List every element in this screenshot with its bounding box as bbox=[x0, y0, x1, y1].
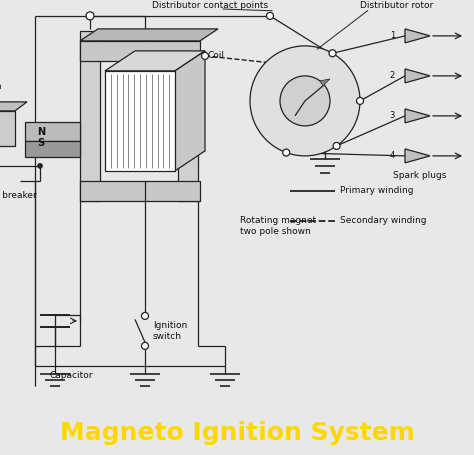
Circle shape bbox=[280, 76, 330, 126]
Circle shape bbox=[142, 342, 148, 349]
Bar bbox=[105, 71, 175, 171]
Text: Contact breaker: Contact breaker bbox=[0, 192, 36, 200]
Bar bbox=[80, 41, 200, 61]
Text: 2: 2 bbox=[390, 71, 395, 81]
Text: Secondary winding: Secondary winding bbox=[340, 217, 427, 225]
Polygon shape bbox=[405, 29, 430, 43]
Text: Distributor rotor: Distributor rotor bbox=[360, 1, 433, 10]
Text: Rotating magnet
two pole shown: Rotating magnet two pole shown bbox=[240, 216, 316, 236]
Circle shape bbox=[356, 97, 364, 104]
Circle shape bbox=[142, 313, 148, 319]
Text: Capacitor: Capacitor bbox=[50, 371, 93, 380]
Polygon shape bbox=[320, 79, 330, 86]
Polygon shape bbox=[0, 102, 27, 111]
Circle shape bbox=[333, 142, 340, 149]
Polygon shape bbox=[175, 51, 205, 171]
Polygon shape bbox=[405, 69, 430, 83]
Text: N: N bbox=[37, 127, 45, 137]
Text: Distributor contact points: Distributor contact points bbox=[152, 1, 268, 10]
Circle shape bbox=[283, 149, 290, 156]
Polygon shape bbox=[405, 109, 430, 123]
Circle shape bbox=[201, 52, 209, 60]
Bar bbox=[80, 181, 200, 201]
Text: S: S bbox=[37, 138, 44, 148]
Text: 1: 1 bbox=[390, 31, 395, 40]
Circle shape bbox=[329, 50, 336, 57]
Bar bbox=[0, 111, 15, 146]
Bar bbox=[178, 61, 198, 201]
Text: Coil: Coil bbox=[208, 51, 225, 61]
Polygon shape bbox=[105, 51, 205, 71]
Text: Cam: Cam bbox=[0, 82, 2, 91]
Text: Primary winding: Primary winding bbox=[340, 187, 413, 195]
Text: Ignition
switch: Ignition switch bbox=[153, 321, 187, 341]
Text: 4: 4 bbox=[390, 152, 395, 161]
Polygon shape bbox=[80, 29, 218, 41]
Bar bbox=[25, 121, 80, 141]
Text: 3: 3 bbox=[390, 111, 395, 121]
Circle shape bbox=[37, 163, 43, 168]
Bar bbox=[25, 141, 80, 157]
Circle shape bbox=[266, 12, 273, 20]
Text: Magneto Ignition System: Magneto Ignition System bbox=[60, 421, 414, 445]
Bar bbox=[80, 31, 100, 201]
Circle shape bbox=[250, 46, 360, 156]
Text: Spark plugs: Spark plugs bbox=[393, 172, 447, 180]
Polygon shape bbox=[405, 149, 430, 163]
Circle shape bbox=[86, 12, 94, 20]
